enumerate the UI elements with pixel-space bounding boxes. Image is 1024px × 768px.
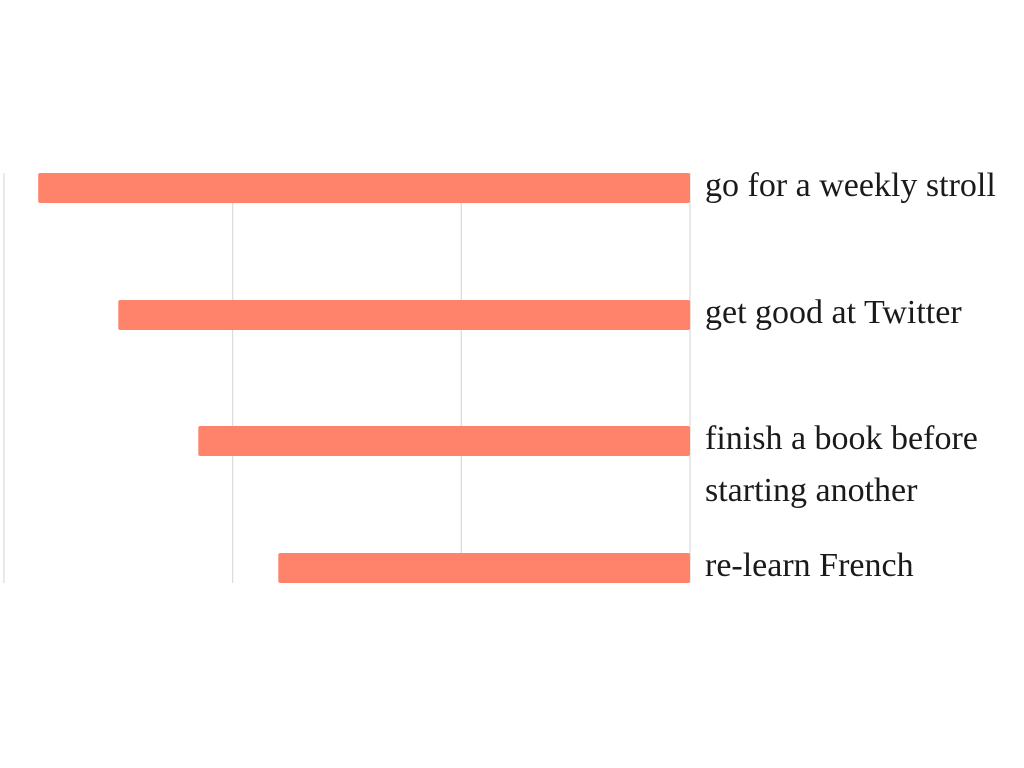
- bar: [278, 553, 690, 583]
- bar: [198, 426, 691, 456]
- bar: [118, 300, 691, 330]
- category-label: re-learn French: [705, 547, 914, 584]
- category-label: finish a book before starting another: [705, 420, 978, 509]
- gridlines: [3, 173, 691, 583]
- category-label: go for a weekly stroll: [705, 167, 996, 204]
- bar: [38, 173, 690, 203]
- bars: [38, 173, 691, 583]
- category-label: get good at Twitter: [705, 294, 962, 331]
